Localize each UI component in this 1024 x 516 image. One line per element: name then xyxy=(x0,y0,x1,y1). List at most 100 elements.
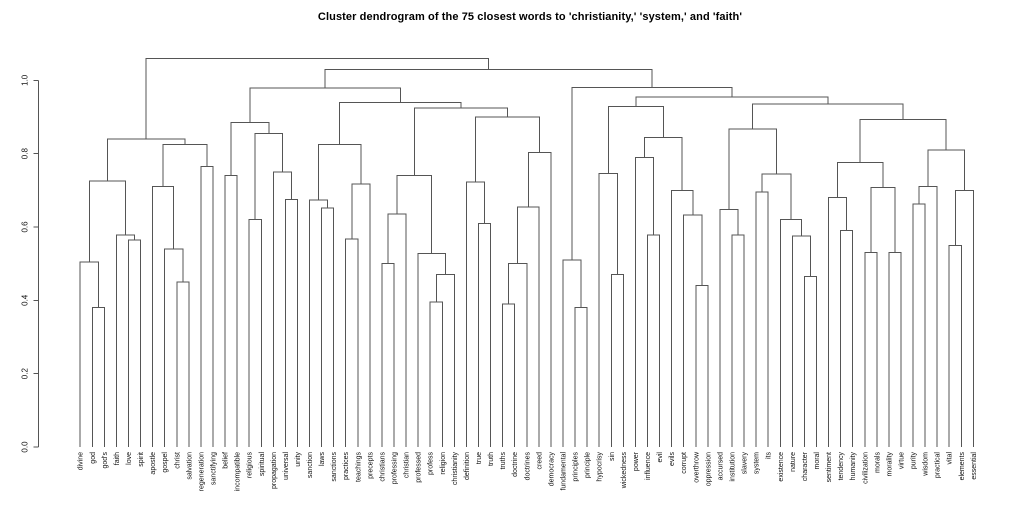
leaf-label: gospel xyxy=(162,452,169,473)
cluster-link xyxy=(176,281,190,447)
cluster-link xyxy=(502,303,516,447)
cluster-link xyxy=(435,274,455,447)
leaf-label: fundamental xyxy=(561,452,568,491)
leaf-label: sanctions xyxy=(331,452,338,482)
leaf-label: elements xyxy=(959,452,966,481)
cluster-link xyxy=(162,143,208,187)
cluster-link xyxy=(888,251,902,447)
cluster-link xyxy=(635,96,829,107)
leaf-label: evil xyxy=(657,452,664,463)
cluster-link xyxy=(864,251,878,447)
cluster-link xyxy=(91,307,105,447)
cluster-link xyxy=(948,245,962,447)
cluster-link xyxy=(574,307,588,447)
cluster-link xyxy=(859,119,947,163)
cluster-link xyxy=(79,261,99,447)
cluster-link xyxy=(224,175,238,447)
leaf-label: practices xyxy=(343,452,350,481)
cluster-link xyxy=(761,173,792,220)
cluster-link xyxy=(571,87,733,260)
leaf-label: democracy xyxy=(548,452,555,487)
leaf-label: doctrines xyxy=(524,452,531,481)
leaf-label: love xyxy=(126,452,133,465)
leaf-label: unity xyxy=(295,452,302,467)
cluster-link xyxy=(230,121,270,176)
leaf-label: universal xyxy=(283,452,290,480)
leaf-label: salvation xyxy=(186,452,193,480)
leaf-label: professed xyxy=(416,452,423,483)
cluster-link xyxy=(164,248,184,447)
leaf-label: vital xyxy=(947,452,954,465)
axis-tick-label: 0.4 xyxy=(21,294,30,306)
leaf-label: character xyxy=(802,451,809,481)
leaf-label: profess xyxy=(428,452,435,475)
cluster-link xyxy=(728,128,777,210)
cluster-link xyxy=(508,263,528,447)
dendrogram-links xyxy=(79,57,974,447)
leaf-label: corrupt xyxy=(681,452,688,474)
leaf-label: evils xyxy=(669,452,676,467)
axis-tick-label: 1.0 xyxy=(21,74,30,86)
leaf-label: regeneration xyxy=(198,452,205,491)
cluster-link xyxy=(634,156,655,447)
leaf-label: sanction xyxy=(307,452,314,478)
leaf-label: christians xyxy=(379,452,386,482)
cluster-link xyxy=(527,152,552,447)
leaf-label: doctrine xyxy=(512,452,519,477)
cluster-link xyxy=(474,116,541,182)
cluster-link xyxy=(870,186,896,253)
cluster-link xyxy=(828,196,848,447)
chart-title: Cluster dendrogram of the 75 closest wor… xyxy=(317,11,743,23)
axis-tick-label: 0.2 xyxy=(21,368,30,380)
cluster-link xyxy=(719,208,739,447)
leaf-label: christ xyxy=(174,452,181,469)
cluster-link xyxy=(249,87,401,123)
leaf-label: humanity xyxy=(850,452,857,481)
leaf-label: god's xyxy=(102,452,109,469)
leaf-label: wickedness xyxy=(621,452,628,490)
cluster-link xyxy=(731,234,745,447)
cluster-link xyxy=(671,189,694,447)
cluster-link xyxy=(152,186,175,447)
leaf-label: laws xyxy=(319,452,326,467)
cluster-link xyxy=(912,203,926,447)
cluster-link xyxy=(145,57,490,139)
leaf-label: purity xyxy=(911,452,918,470)
cluster-link xyxy=(598,172,618,447)
cluster-link xyxy=(429,301,443,447)
cluster-link xyxy=(562,259,582,447)
leaf-label: teachings xyxy=(355,452,362,482)
leaf-label: divine xyxy=(78,452,85,470)
cluster-link xyxy=(318,143,362,200)
leaf-label: true xyxy=(476,452,483,464)
leaf-label: religious xyxy=(247,452,254,479)
cluster-link xyxy=(695,285,709,447)
cluster-link xyxy=(321,207,335,447)
leaf-label: practical xyxy=(935,452,942,479)
cluster-link xyxy=(345,238,359,447)
leaf-label: incompatible xyxy=(235,452,242,491)
cluster-link xyxy=(248,219,262,447)
leaf-label: virtue xyxy=(898,452,905,469)
leaf-label: precepts xyxy=(367,452,374,479)
cluster-link xyxy=(351,183,371,447)
cluster-link xyxy=(683,214,703,447)
leaf-label: spirit xyxy=(138,452,145,467)
leaf-label: principles xyxy=(573,452,580,482)
cluster-link xyxy=(954,189,974,447)
leaf-label: sanctifying xyxy=(210,452,217,485)
leaf-label: influence xyxy=(645,452,652,480)
cluster-link xyxy=(755,191,769,447)
y-axis: 0.0 0.2 0.4 0.6 0.8 1.0 xyxy=(21,74,39,453)
cluster-link xyxy=(272,171,292,447)
cluster-link xyxy=(88,180,126,262)
leaf-label: truth xyxy=(488,452,495,466)
cluster-link xyxy=(803,275,817,447)
leaf-label: system xyxy=(754,452,761,474)
leaf-label: christian xyxy=(404,452,411,478)
cluster-link xyxy=(309,199,329,447)
cluster-link xyxy=(517,206,540,447)
leaf-label: christianity xyxy=(452,452,459,486)
leaf-label: moral xyxy=(814,452,821,470)
leaf-label: spiritual xyxy=(259,452,266,477)
